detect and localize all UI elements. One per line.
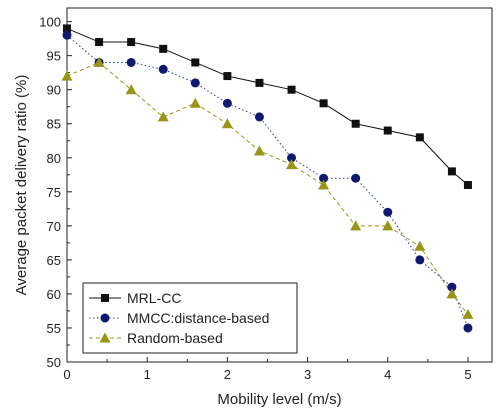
data-point xyxy=(414,240,426,251)
data-point xyxy=(189,97,201,108)
y-axis-label: Average packet delivery ratio (%) xyxy=(13,75,30,296)
data-point xyxy=(253,145,265,156)
y-tick-label: 70 xyxy=(47,219,61,234)
data-point xyxy=(223,72,232,81)
y-tick-label: 90 xyxy=(47,83,61,98)
data-point xyxy=(447,167,456,176)
x-tick-label: 2 xyxy=(224,367,231,382)
x-axis-label: Mobility level (m/s) xyxy=(217,391,341,408)
y-tick-label: 100 xyxy=(39,15,61,30)
data-point xyxy=(319,99,328,108)
data-point xyxy=(286,159,298,170)
data-point xyxy=(61,70,73,81)
legend-marker xyxy=(99,332,111,343)
y-tick-label: 55 xyxy=(47,321,61,336)
data-point xyxy=(415,255,425,265)
x-tick-label: 1 xyxy=(144,367,151,382)
data-point xyxy=(125,84,137,95)
data-point xyxy=(255,78,264,87)
series-markers xyxy=(61,24,474,333)
data-point xyxy=(157,111,169,122)
data-point xyxy=(222,98,232,108)
data-point xyxy=(158,64,168,74)
data-point xyxy=(382,220,394,231)
data-point xyxy=(95,38,104,47)
data-point xyxy=(383,126,392,135)
data-point xyxy=(93,56,105,67)
data-point xyxy=(221,118,233,129)
data-point xyxy=(463,181,472,189)
data-point xyxy=(126,57,136,67)
data-point xyxy=(287,85,296,94)
legend-box xyxy=(82,282,298,354)
data-point xyxy=(446,288,458,299)
legend-label: MRL-CC xyxy=(127,290,181,306)
x-tick-label: 5 xyxy=(464,367,471,382)
x-tick-label: 4 xyxy=(384,367,391,382)
x-axis: 0 1 2 3 4 5 xyxy=(63,357,472,382)
y-tick-label: 80 xyxy=(47,151,61,166)
data-point xyxy=(254,112,264,122)
y-axis: 50 55 60 65 70 75 80 85 90 95 100 xyxy=(39,15,72,370)
y-tick-label: 95 xyxy=(47,49,61,64)
data-point xyxy=(62,30,72,40)
data-point xyxy=(351,119,360,128)
data-point xyxy=(319,173,329,183)
series-line-0 xyxy=(66,27,469,186)
y-tick-label: 85 xyxy=(47,117,61,132)
plot-frame xyxy=(66,7,493,363)
data-point xyxy=(191,58,200,67)
data-point xyxy=(351,173,361,183)
data-point xyxy=(287,153,297,163)
data-point xyxy=(127,38,136,47)
data-point xyxy=(63,24,71,33)
data-point xyxy=(159,44,168,53)
data-point xyxy=(463,323,473,333)
legend-label: MMCC:distance-based xyxy=(127,310,269,326)
data-point xyxy=(350,220,362,231)
series-line-2 xyxy=(66,61,469,315)
series-line-1 xyxy=(66,34,469,329)
y-tick-label: 50 xyxy=(47,355,61,370)
data-point xyxy=(415,133,424,142)
legend-marker xyxy=(100,313,110,323)
data-point xyxy=(318,179,330,190)
data-point xyxy=(383,207,393,217)
legend-marker xyxy=(101,294,109,302)
y-tick-label: 60 xyxy=(47,287,61,302)
data-point xyxy=(447,282,457,292)
data-point xyxy=(190,78,200,88)
x-tick-label: 3 xyxy=(304,367,311,382)
y-tick-label: 65 xyxy=(47,253,61,268)
series-lines xyxy=(66,27,469,329)
x-tick-label: 0 xyxy=(63,367,70,382)
legend-label: Random-based xyxy=(127,330,223,346)
y-tick-label: 75 xyxy=(47,185,61,200)
legend: MRL-CC MMCC:distance-based Random-based xyxy=(82,282,298,354)
data-point xyxy=(462,308,474,319)
